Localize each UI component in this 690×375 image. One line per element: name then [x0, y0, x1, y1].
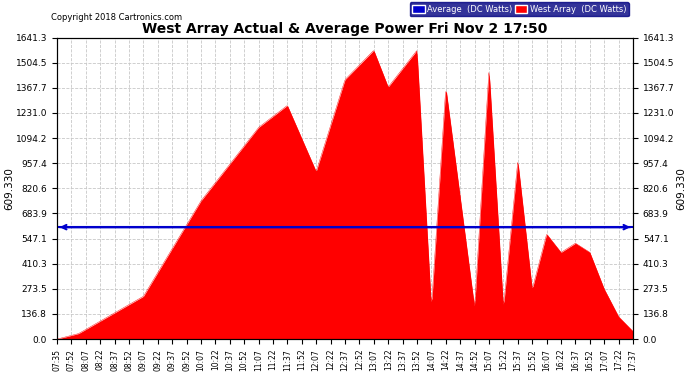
- Y-axis label: 609.330: 609.330: [4, 167, 14, 210]
- Y-axis label: 609.330: 609.330: [676, 167, 686, 210]
- Title: West Array Actual & Average Power Fri Nov 2 17:50: West Array Actual & Average Power Fri No…: [142, 22, 548, 36]
- Text: Copyright 2018 Cartronics.com: Copyright 2018 Cartronics.com: [51, 13, 182, 22]
- Legend: Average  (DC Watts), West Array  (DC Watts): Average (DC Watts), West Array (DC Watts…: [410, 3, 629, 16]
